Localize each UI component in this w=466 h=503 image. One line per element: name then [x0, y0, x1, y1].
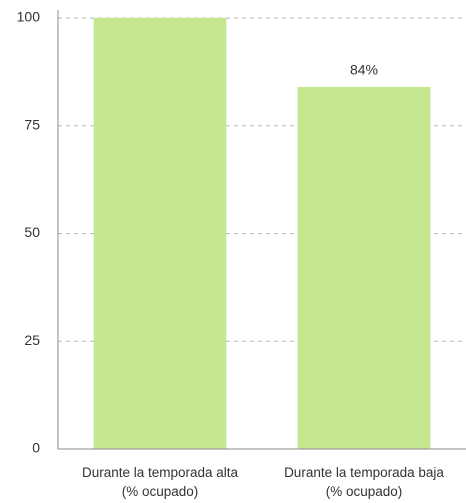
data-label: 84%: [350, 62, 378, 78]
x-tick-label: Durante la temporada baja (% ocupado): [284, 465, 444, 499]
bar: [93, 18, 227, 449]
y-tick-label: 0: [32, 440, 40, 456]
bar: [297, 86, 431, 450]
y-tick-label: 25: [24, 332, 40, 348]
y-tick-label: 50: [24, 224, 40, 240]
y-tick-label: 100: [17, 9, 41, 25]
x-tick-label: Durante la temporada alta (% ocupado): [81, 465, 239, 499]
y-tick-label: 75: [24, 116, 40, 132]
